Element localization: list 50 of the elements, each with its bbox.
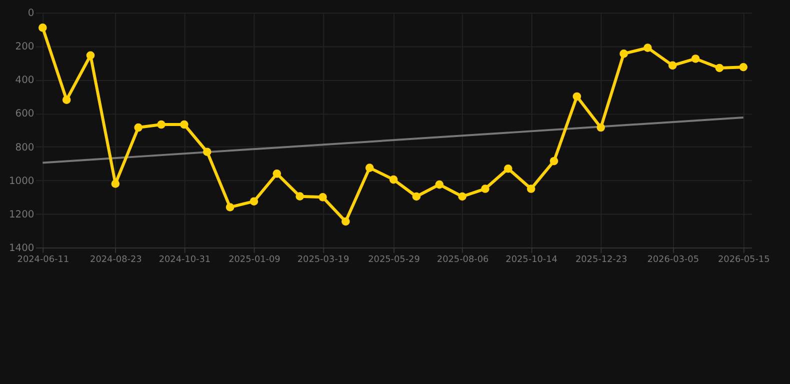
point: [458, 192, 466, 201]
y-tick-label: 800: [15, 142, 34, 154]
point: [134, 123, 142, 132]
point: [526, 184, 536, 193]
y-tick-label: 600: [15, 108, 34, 120]
point: [715, 64, 724, 72]
point: [365, 164, 374, 172]
point: [180, 120, 188, 129]
point: [62, 96, 71, 104]
point: [157, 120, 166, 129]
point: [504, 164, 512, 173]
x-tick-label: 2024-06-11: [17, 254, 70, 265]
y-tick-label: 1000: [8, 176, 34, 187]
point: [596, 123, 605, 132]
point: [38, 24, 47, 32]
point: [668, 61, 677, 70]
y-tick-label: 400: [15, 75, 34, 86]
y-tick-label: 1400: [8, 242, 34, 254]
x-tick-label: 2025-03-19: [297, 254, 350, 265]
point: [296, 192, 304, 200]
point: [250, 197, 258, 206]
point: [226, 203, 234, 212]
point: [342, 217, 350, 226]
y-tick-label: 1200: [8, 209, 34, 220]
x-tick-label: 2025-05-29: [368, 254, 420, 265]
point: [272, 170, 282, 178]
point: [572, 92, 582, 101]
x-tick-label: 2026-05-15: [718, 254, 770, 265]
point: [644, 44, 652, 52]
point: [620, 50, 628, 58]
x-tick-label: 2026-03-05: [647, 254, 699, 265]
point: [435, 180, 444, 189]
x-tick-label: 2024-08-23: [90, 254, 142, 265]
point: [691, 54, 700, 63]
x-tick-label: 2025-08-06: [436, 254, 489, 265]
point: [202, 148, 212, 156]
point: [389, 175, 398, 184]
point: [739, 62, 748, 72]
x-tick-label: 2025-01-09: [228, 254, 281, 265]
point: [318, 193, 327, 202]
x-tick-label: 2024-10-31: [158, 254, 211, 265]
x-tick-label: 2025-12-23: [575, 254, 628, 265]
point: [412, 192, 421, 201]
point: [481, 184, 490, 193]
y-tick-label: 0: [28, 8, 34, 20]
point: [550, 156, 558, 166]
point: [111, 180, 120, 188]
x-tick-label: 2025-10-14: [506, 254, 558, 265]
point: [86, 51, 95, 60]
y-tick-label: 200: [15, 42, 34, 53]
